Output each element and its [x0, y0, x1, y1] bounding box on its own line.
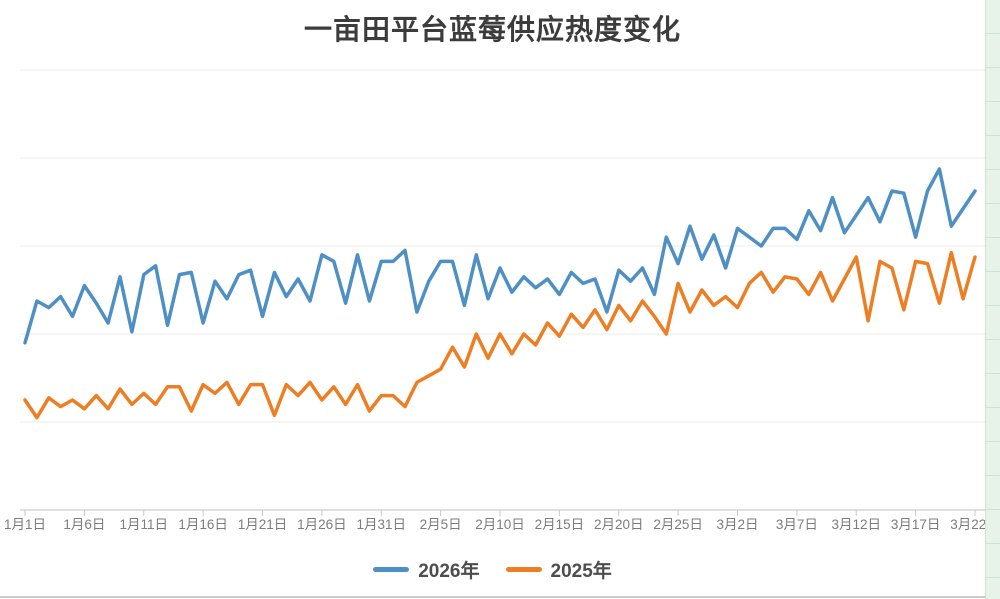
- x-axis-label: 3月2日: [716, 517, 758, 532]
- legend-item-2026[interactable]: 2026年: [373, 556, 480, 583]
- legend-item-2025[interactable]: 2025年: [505, 556, 612, 583]
- series-line-2026年: [23, 167, 977, 345]
- x-axis-label: 3月7日: [776, 517, 818, 532]
- x-axis-label: 1月16日: [178, 517, 228, 532]
- x-axis-label: 1月26日: [297, 517, 347, 532]
- x-axis-label: 1月11日: [119, 517, 168, 532]
- chart-legend: 2026年 2025年: [0, 556, 985, 583]
- bottom-divider: [0, 596, 986, 598]
- x-axis-label: 3月12日: [831, 517, 881, 532]
- x-axis-label: 3月17日: [891, 517, 941, 532]
- x-axis-label: 1月31日: [356, 517, 406, 532]
- x-axis-label: 2月15日: [535, 517, 585, 532]
- x-axis-label: 2月25日: [653, 517, 703, 532]
- spreadsheet-background-strip: [985, 0, 1000, 599]
- series-line-2025年: [23, 250, 977, 420]
- x-axis-label: 2月5日: [420, 517, 462, 532]
- x-axis-label: 2月10日: [475, 517, 525, 532]
- legend-label-2026: 2026年: [418, 561, 480, 582]
- x-axis-label: 2月20日: [594, 517, 644, 532]
- chart-title: 一亩田平台蓝莓供应热度变化: [303, 14, 681, 45]
- legend-line-swatch-2025: [505, 567, 542, 572]
- legend-label-2025: 2025年: [550, 561, 612, 582]
- x-axis-label: 1月21日: [238, 517, 288, 532]
- x-axis-label: 1月6日: [63, 517, 105, 532]
- x-axis-label: 1月1日: [4, 517, 46, 532]
- legend-line-swatch-2026: [373, 567, 410, 572]
